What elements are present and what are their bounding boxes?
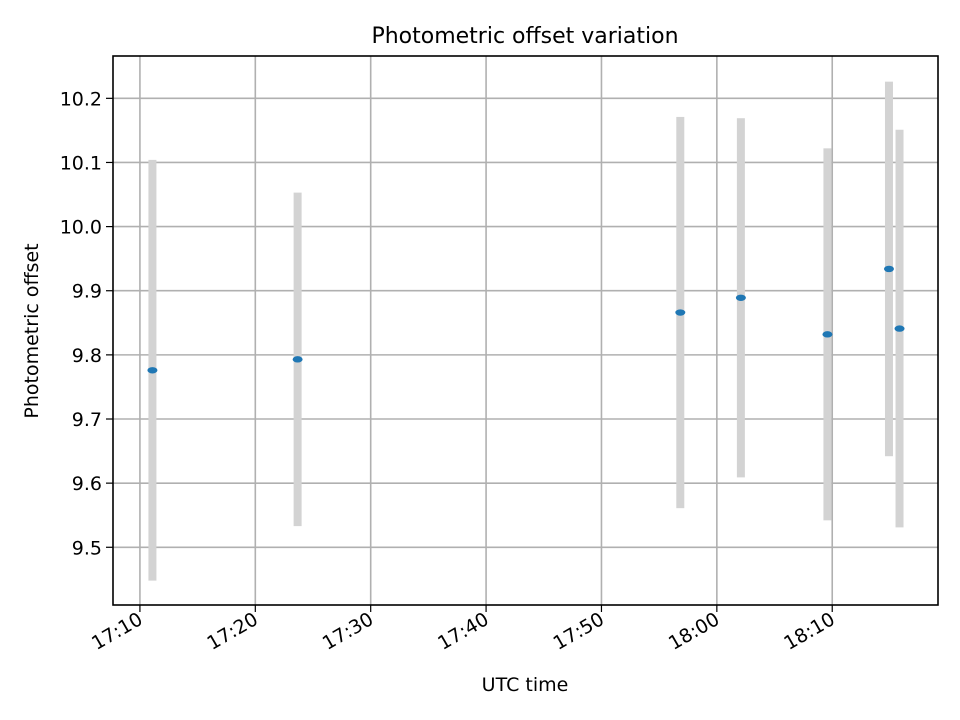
data-point bbox=[292, 356, 303, 363]
data-points bbox=[147, 265, 905, 374]
x-axis-label: UTC time bbox=[482, 674, 569, 696]
data-point bbox=[147, 367, 158, 374]
data-point bbox=[894, 325, 905, 332]
grid-lines bbox=[113, 56, 938, 605]
data-point bbox=[883, 265, 894, 273]
y-tick-label: 9.8 bbox=[72, 345, 102, 367]
y-tick-label: 10.0 bbox=[60, 217, 102, 239]
plot-frame bbox=[112, 55, 939, 606]
plot-area-background bbox=[113, 56, 938, 605]
y-tick-label: 9.7 bbox=[72, 409, 102, 431]
chart-title: Photometric offset variation bbox=[371, 24, 678, 49]
y-tick-label: 9.9 bbox=[72, 281, 102, 303]
y-axis-label: Photometric offset bbox=[21, 243, 43, 418]
y-tick-label: 10.2 bbox=[60, 88, 102, 110]
data-point bbox=[735, 294, 746, 301]
y-tick-label: 9.6 bbox=[72, 473, 102, 495]
y-tick-label: 10.1 bbox=[60, 152, 102, 174]
y-tick-label: 9.5 bbox=[72, 537, 102, 559]
data-point bbox=[675, 309, 686, 316]
data-point bbox=[822, 331, 833, 338]
